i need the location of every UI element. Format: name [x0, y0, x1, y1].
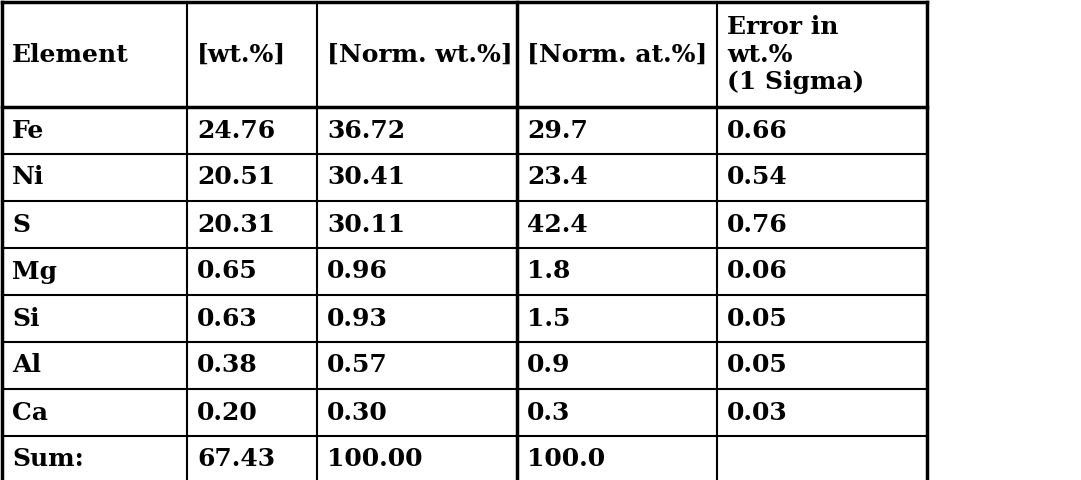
Text: Sum:: Sum: [12, 447, 83, 471]
Text: Mg: Mg [12, 260, 57, 284]
Text: 0.63: 0.63 [197, 307, 257, 331]
Text: 20.31: 20.31 [197, 213, 276, 237]
Text: 0.54: 0.54 [728, 166, 788, 190]
Text: 0.20: 0.20 [197, 400, 257, 424]
Text: 30.41: 30.41 [326, 166, 405, 190]
Text: S: S [12, 213, 30, 237]
Text: Element: Element [12, 43, 129, 67]
Text: 0.9: 0.9 [528, 353, 571, 377]
Text: [Norm. at.%]: [Norm. at.%] [528, 43, 707, 67]
Text: 0.76: 0.76 [728, 213, 788, 237]
Text: 0.30: 0.30 [326, 400, 388, 424]
Text: Fe: Fe [12, 119, 44, 143]
Text: 0.06: 0.06 [728, 260, 788, 284]
Text: 30.11: 30.11 [326, 213, 405, 237]
Text: 29.7: 29.7 [528, 119, 588, 143]
Text: 36.72: 36.72 [326, 119, 405, 143]
Text: 1.8: 1.8 [528, 260, 571, 284]
Text: 0.93: 0.93 [326, 307, 388, 331]
Text: 0.03: 0.03 [728, 400, 788, 424]
Text: Al: Al [12, 353, 41, 377]
Text: Ni: Ni [12, 166, 44, 190]
Text: [Norm. wt.%]: [Norm. wt.%] [326, 43, 512, 67]
Text: 20.51: 20.51 [197, 166, 276, 190]
Text: 0.96: 0.96 [326, 260, 388, 284]
Text: Error in
wt.%
(1 Sigma): Error in wt.% (1 Sigma) [728, 15, 864, 94]
Text: 100.0: 100.0 [528, 447, 605, 471]
Text: 42.4: 42.4 [528, 213, 588, 237]
Text: 0.05: 0.05 [728, 307, 788, 331]
Text: 0.65: 0.65 [197, 260, 257, 284]
Text: 100.00: 100.00 [326, 447, 423, 471]
Text: 0.05: 0.05 [728, 353, 788, 377]
Text: Si: Si [12, 307, 40, 331]
Text: [wt.%]: [wt.%] [197, 43, 286, 67]
Text: 0.38: 0.38 [197, 353, 257, 377]
Text: 0.66: 0.66 [728, 119, 788, 143]
Text: 1.5: 1.5 [528, 307, 571, 331]
Text: 67.43: 67.43 [197, 447, 276, 471]
Text: 0.3: 0.3 [528, 400, 571, 424]
Text: 23.4: 23.4 [528, 166, 588, 190]
Text: 24.76: 24.76 [197, 119, 276, 143]
Text: 0.57: 0.57 [326, 353, 388, 377]
Text: Ca: Ca [12, 400, 48, 424]
